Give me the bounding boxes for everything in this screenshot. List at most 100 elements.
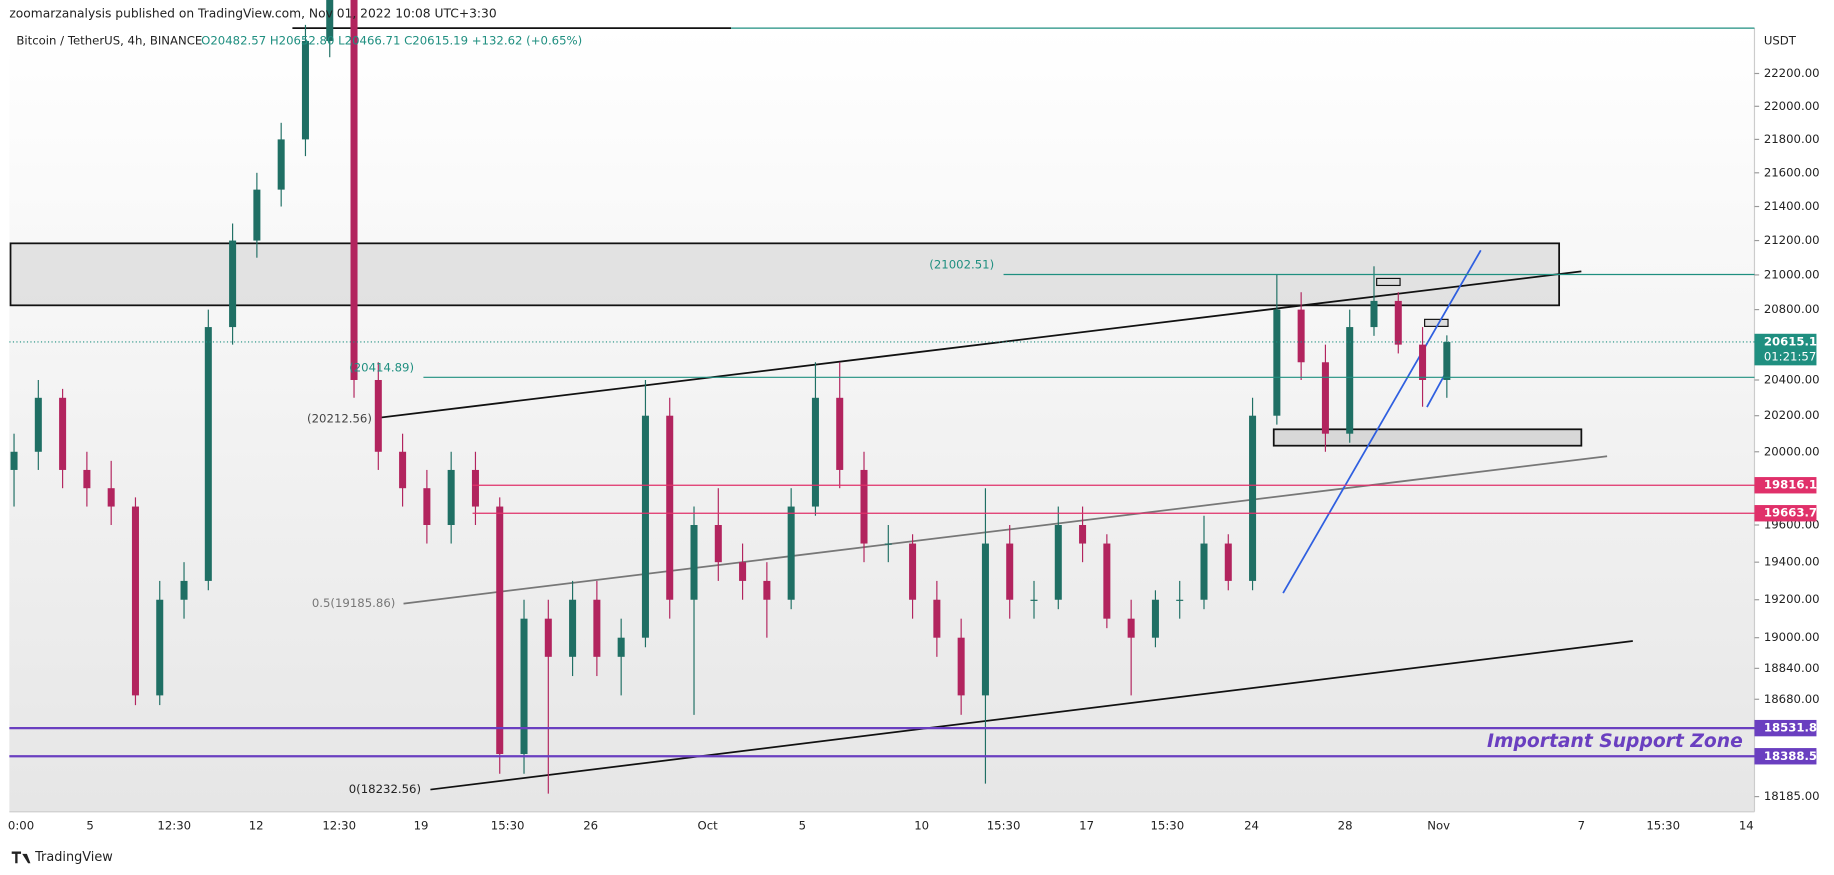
plot-area bbox=[9, 28, 1755, 812]
time-tick-label: 0:00 bbox=[8, 818, 34, 832]
time-tick-label: 24 bbox=[1244, 818, 1259, 832]
candle-body bbox=[326, 0, 334, 41]
small-box bbox=[1424, 318, 1449, 327]
small-box bbox=[1376, 277, 1401, 287]
candle-body bbox=[1419, 344, 1427, 380]
time-tick-label: 15:30 bbox=[1150, 818, 1184, 832]
price-tag-label: 19663.70 bbox=[1764, 506, 1825, 520]
time-tick-label: 10 bbox=[914, 818, 929, 832]
candle-body bbox=[1224, 543, 1232, 581]
candle-body bbox=[1054, 524, 1062, 600]
candle-body bbox=[253, 189, 261, 241]
price-tick-label: 20800.00 bbox=[1764, 302, 1820, 316]
candle-body bbox=[496, 506, 504, 755]
candle-body bbox=[1273, 309, 1281, 416]
candle-body bbox=[1030, 599, 1038, 601]
price-tick-label: 20200.00 bbox=[1764, 408, 1820, 422]
candle-body bbox=[83, 469, 91, 489]
footer: TradingView bbox=[34, 850, 113, 865]
symbol: Bitcoin / TetherUS, 4h, BINANCE bbox=[16, 33, 202, 47]
candle-body bbox=[1321, 362, 1329, 434]
demand-box bbox=[1272, 428, 1583, 447]
candle-body bbox=[471, 469, 479, 507]
annotation: Important Support Zone bbox=[1487, 731, 1743, 752]
candle-body bbox=[641, 415, 649, 638]
candle-body bbox=[617, 637, 625, 657]
trendline bbox=[1282, 249, 1482, 594]
price-tick-label: 21400.00 bbox=[1764, 199, 1820, 213]
price-tick-label: 22200.00 bbox=[1764, 66, 1820, 80]
candle-body bbox=[690, 524, 698, 600]
time-tick-label: Nov bbox=[1427, 818, 1450, 832]
price-tag bbox=[1754, 505, 1817, 522]
time-tick-label: 15:30 bbox=[491, 818, 525, 832]
price-tick-label: 19400.00 bbox=[1764, 555, 1820, 569]
time-tick-label: 26 bbox=[583, 818, 598, 832]
trendline bbox=[403, 455, 1608, 605]
time-tick-label: 7 bbox=[1578, 818, 1585, 832]
candle-body bbox=[1103, 543, 1111, 619]
price-tag bbox=[1754, 748, 1817, 765]
price-tag-label: 19816.10 bbox=[1764, 478, 1825, 492]
price-tag-label: 18531.86 bbox=[1764, 721, 1825, 735]
candle-body bbox=[1443, 341, 1451, 380]
candle-body bbox=[787, 506, 795, 600]
price-tick-label: 21000.00 bbox=[1764, 267, 1820, 281]
price-tag bbox=[1754, 719, 1817, 737]
price-tag bbox=[1754, 333, 1817, 366]
price-tick-label: 19000.00 bbox=[1764, 630, 1820, 644]
price-tag-label: 18388.56 bbox=[1764, 749, 1825, 763]
time-tick-label: 12 bbox=[249, 818, 264, 832]
price-tick-label: 21200.00 bbox=[1764, 233, 1820, 247]
countdown: 01:21:57 bbox=[1764, 350, 1817, 364]
candle-body bbox=[1370, 300, 1378, 328]
candle-body bbox=[666, 415, 674, 600]
candle-body bbox=[204, 327, 212, 581]
price-tag bbox=[1754, 477, 1817, 494]
candle-body bbox=[836, 397, 844, 470]
fib-label: (20212.56) bbox=[307, 411, 372, 425]
candle-body bbox=[277, 139, 285, 190]
candle-body bbox=[399, 451, 407, 489]
price-tick-label: 18840.00 bbox=[1764, 661, 1820, 675]
time-tick-label: 17 bbox=[1079, 818, 1094, 832]
candle-body bbox=[593, 599, 601, 657]
candle-body bbox=[714, 524, 722, 563]
candle-body bbox=[1394, 300, 1402, 345]
price-tick-label: 21800.00 bbox=[1764, 132, 1820, 146]
candle-body bbox=[131, 506, 139, 696]
overlay: 22200.00 22000.00 21800.00 21600.00 21400.00… bbox=[8, 66, 1825, 832]
time-tick-label: 15:30 bbox=[1646, 818, 1680, 832]
candle-body bbox=[107, 488, 115, 507]
candle-body bbox=[981, 543, 989, 696]
candle-body bbox=[1200, 543, 1208, 600]
candle-body bbox=[763, 580, 771, 600]
candle-body bbox=[957, 637, 965, 696]
candle-body bbox=[1006, 543, 1014, 600]
time-tick-label: 12:30 bbox=[157, 818, 191, 832]
candle-body bbox=[1079, 524, 1087, 544]
time-tick-label: 5 bbox=[86, 818, 93, 832]
time-tick-label: 15:30 bbox=[987, 818, 1021, 832]
price-tick-label: 20000.00 bbox=[1764, 444, 1820, 458]
price-tick-label: 18680.00 bbox=[1764, 692, 1820, 706]
time-tick-label: Oct bbox=[698, 818, 719, 832]
candle-body bbox=[933, 599, 941, 638]
ohlc: O20482.57 H20652.80 L20466.71 C20615.19 … bbox=[201, 33, 582, 47]
price-tick-label: 20400.00 bbox=[1764, 372, 1820, 386]
currency: USDT bbox=[1764, 33, 1797, 47]
candle-body bbox=[1151, 599, 1159, 638]
trendline bbox=[380, 270, 1582, 419]
publisher: zoomarzanalysis published on TradingView… bbox=[9, 7, 496, 21]
candle-body bbox=[1176, 599, 1184, 601]
price-tick-label: 18185.00 bbox=[1764, 789, 1820, 803]
candle-body bbox=[544, 618, 552, 657]
level-label: (20414.89) bbox=[349, 360, 414, 374]
candle-body bbox=[34, 397, 42, 452]
level-label: (21002.51) bbox=[929, 258, 994, 272]
fib-label: 0.5(19185.86) bbox=[312, 596, 395, 610]
candle-body bbox=[374, 379, 382, 452]
candle-body bbox=[569, 599, 577, 657]
candles bbox=[10, 0, 1451, 794]
